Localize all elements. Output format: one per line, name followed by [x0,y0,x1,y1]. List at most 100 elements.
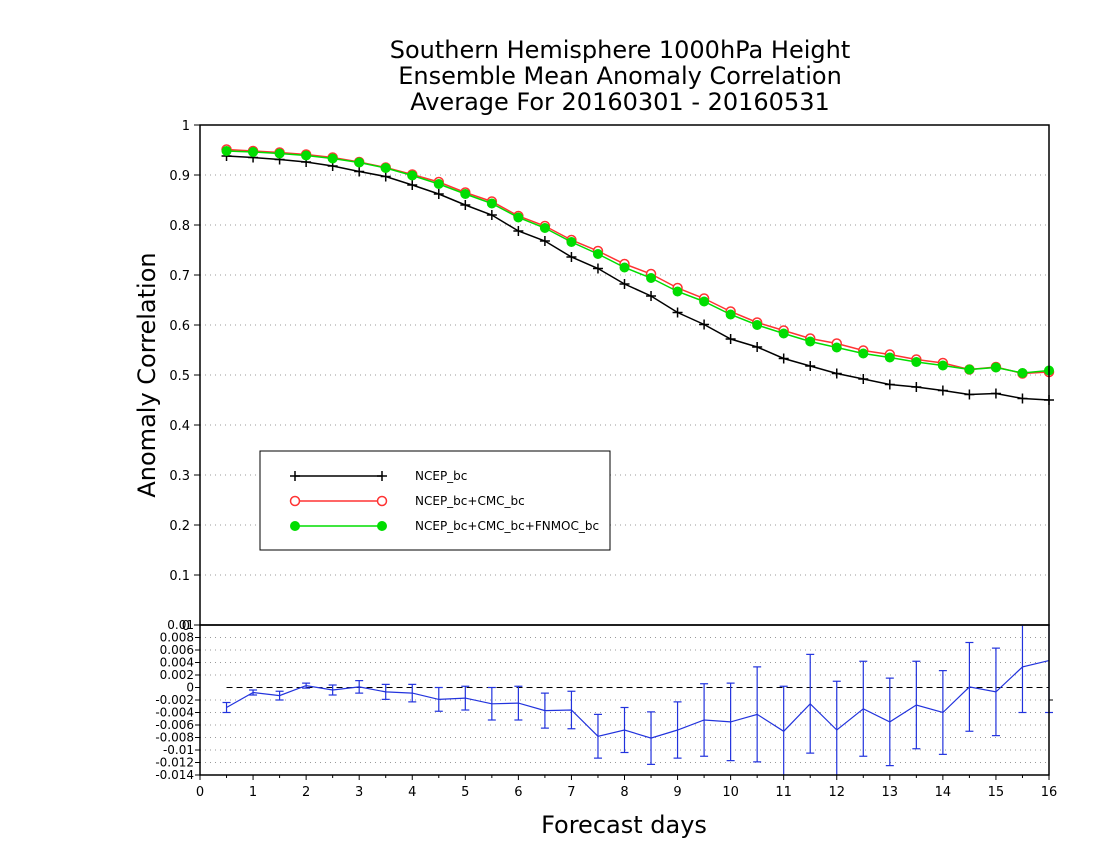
y-tick-label: 0.002 [160,668,194,682]
y-tick-label: -0.002 [155,693,194,707]
legend-marker [377,521,387,531]
legend-label: NCEP_bc [415,469,467,483]
x-tick-label: 0 [196,785,204,800]
y-tick-label: 0.01 [167,618,194,632]
data-point [937,360,948,371]
data-point [301,150,312,161]
series-line-2 [226,150,1050,374]
x-tick-label: 7 [567,785,575,800]
x-tick-label: 9 [673,785,681,800]
data-point [831,342,842,353]
x-tick-label: 14 [935,785,952,800]
data-point [513,226,524,236]
data-point [937,385,948,396]
data-point [486,198,497,209]
legend-marker [289,495,301,507]
bottom-panel: 0.010.0080.0060.0040.0020-0.002-0.004-0.… [155,618,1057,800]
data-point [884,379,895,390]
x-tick-label: 11 [775,785,792,800]
data-point [619,262,630,273]
data-point [752,342,763,352]
data-point [858,374,869,384]
error-bar [1018,625,1027,714]
y-tick-label: 0.004 [160,656,194,670]
data-point [805,336,816,347]
x-tick-label: 4 [408,785,416,800]
data-point [619,279,630,289]
data-point [380,171,391,182]
error-bar [832,680,841,775]
data-point [858,348,869,359]
data-point [725,309,736,320]
x-axis-label: Forecast days [541,811,707,839]
y-tick-label: 0.3 [169,469,190,484]
x-tick-label: 12 [828,785,845,800]
y-tick-label: 0 [186,681,194,695]
legend-label: NCEP_bc+CMC_bc+FNMOC_bc [415,519,599,533]
data-point [380,163,391,173]
data-point [699,296,710,307]
data-point [911,382,922,392]
legend-marker [290,521,300,531]
legend-label: NCEP_bc+CMC_bc [415,494,525,508]
data-point [646,273,657,283]
data-point [433,189,444,199]
x-tick-label: 3 [355,785,363,800]
y-tick-label: 0.008 [160,631,194,645]
data-point [327,153,338,164]
x-tick-label: 16 [1041,785,1058,800]
y-tick-label: 0.9 [169,169,190,184]
x-tick-label: 2 [302,785,310,800]
y-tick-label: 0.6 [169,319,190,334]
data-point [911,357,922,367]
y-axis-label: Anomaly Correlation [133,252,161,497]
x-tick-label: 15 [988,785,1005,800]
y-tick-label: 0.4 [169,419,190,434]
chart-titles: Southern Hemisphere 1000hPa Height Ensem… [390,36,850,116]
data-point [274,148,285,159]
data-point [1017,393,1028,404]
data-point [486,210,497,220]
y-tick-label: -0.008 [155,731,194,745]
data-point [566,237,577,247]
y-tick-label: 0 [182,619,190,634]
y-tick-label: 0.2 [169,519,190,534]
chart-title-line-2: Ensemble Mean Anomaly Correlation [398,62,842,90]
data-point [1017,368,1028,378]
data-point [513,212,524,223]
data-point [539,223,550,233]
y-tick-label: -0.014 [155,768,194,782]
y-tick-label: 0.1 [169,569,190,584]
data-point [433,179,444,189]
data-point [407,170,418,181]
data-point [460,189,471,199]
y-tick-label: 0.5 [169,369,190,384]
data-point [566,252,577,262]
data-point [354,166,365,177]
chart-title-line-1: Southern Hemisphere 1000hPa Height [390,36,850,64]
data-point [539,236,550,246]
data-point [672,307,683,318]
legend: NCEP_bc NCEP_bc+CMC_bc NCEP_bc+CMC_bc+FNMO… [259,450,611,551]
x-tick-label: 6 [514,785,522,800]
y-tick-label: -0.012 [155,756,194,770]
x-tick-label: 8 [620,785,628,800]
x-tick-label: 13 [882,785,899,800]
x-tick-label: 1 [249,785,257,800]
y-tick-label: 0.006 [160,643,194,657]
y-tick-label: 0.7 [169,269,190,284]
data-point [778,328,789,339]
data-point [964,364,975,375]
series-line-1 [226,148,1050,375]
y-tick-label: 0.8 [169,219,190,234]
data-point [778,353,789,364]
data-point [990,388,1001,399]
y-tick-label: -0.006 [155,718,194,732]
data-point [831,368,842,379]
data-point [221,146,232,156]
legend-marker [376,495,388,507]
data-point [752,320,763,330]
data-point [592,263,603,274]
x-tick-label: 10 [722,785,739,800]
